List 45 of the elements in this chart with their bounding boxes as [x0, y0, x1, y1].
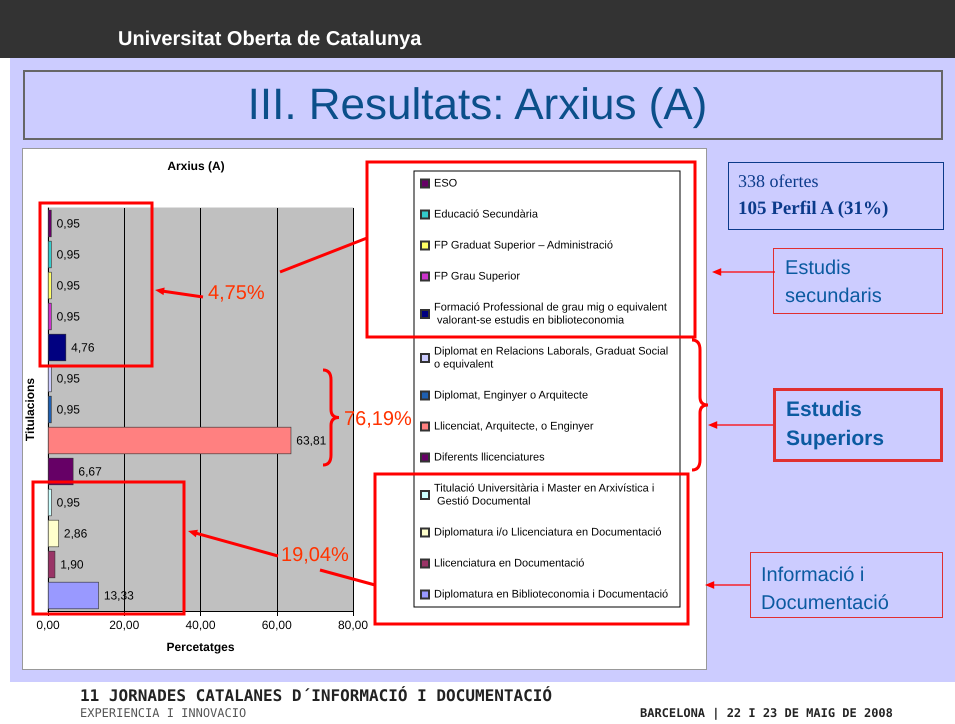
legend-label: FP Graduat Superior – Administració: [434, 240, 613, 252]
x-tick-label: 40,00: [185, 618, 216, 632]
legend-label: Llicenciat, Arquitecte, o Enginyer: [434, 420, 594, 432]
x-tick-label: 80,00: [338, 618, 368, 632]
legend-label: Formació Professional de grau mig o equivalent valorant-se estudis en biblioteconomia: [434, 302, 667, 326]
data-label: 0,95: [56, 402, 80, 416]
x-tick-label: 60,00: [262, 618, 292, 632]
x-tick-label: 20,00: [109, 618, 140, 632]
legend-label: Llicenciatura en Documentació: [434, 558, 584, 570]
data-label: 1,90: [60, 558, 84, 572]
text: BARCELONA | 22 I 23 DE MAIG DE 2008: [640, 706, 893, 720]
data-label: 6,67: [78, 464, 102, 478]
text: Estudis Superiors: [786, 397, 886, 452]
text: 105 Perfil A (31%): [738, 198, 888, 220]
text: Universitat Oberta de Catalunya: [118, 28, 422, 51]
annotation: 4,75%: [208, 282, 265, 305]
legend-label: FP Grau Superior: [434, 270, 520, 282]
data-label: 63,81: [296, 434, 327, 448]
data-label: 2,86: [64, 526, 88, 540]
x-tick-label: 0,00: [36, 618, 60, 632]
legend-label: Educació Secundària: [434, 208, 539, 220]
text: 338 ofertes: [738, 171, 818, 192]
text: Informació i Documentació: [761, 563, 890, 616]
legend-label: ESO: [434, 178, 458, 190]
text: EXPERIENCIA I INNOVACIO: [80, 706, 246, 720]
data-label: 0,95: [56, 248, 80, 262]
data-label: 0,95: [56, 216, 80, 230]
legend-label: Titulació Universitària i Master en Arxivística i Gestió Documental: [434, 482, 654, 508]
data-label: 0,95: [56, 372, 80, 386]
legend-label: Diplomatura en Biblioteconomia i Documentació: [434, 588, 668, 600]
text: 11 JORNADES CATALANES D´INFORMACIÓ I DOCUMENTACIÓ: [80, 686, 552, 705]
chart-title: Arxius (A): [167, 159, 225, 173]
data-label: 0,95: [56, 278, 80, 292]
legend-label: Diferents llicenciatures: [434, 452, 546, 464]
data-label: 0,95: [56, 310, 80, 324]
x-axis-title: Percetatges: [166, 640, 235, 654]
data-label: 0,95: [56, 496, 80, 510]
annotation: 19,04%: [281, 544, 349, 567]
y-axis-title: Titulacions: [23, 378, 38, 442]
text: Estudis secundaris: [785, 256, 883, 309]
legend-label: Diplomat en Relacions Laborals, Graduat Social o equivalent: [434, 346, 672, 370]
data-label: 4,76: [71, 340, 95, 354]
legend-label: Diplomatura i/o Llicenciatura en Documentació: [434, 526, 662, 538]
text: III. Resultats: Arxius (A): [246, 80, 708, 130]
legend-label: Diplomat, Enginyer o Arquitecte: [434, 390, 588, 402]
